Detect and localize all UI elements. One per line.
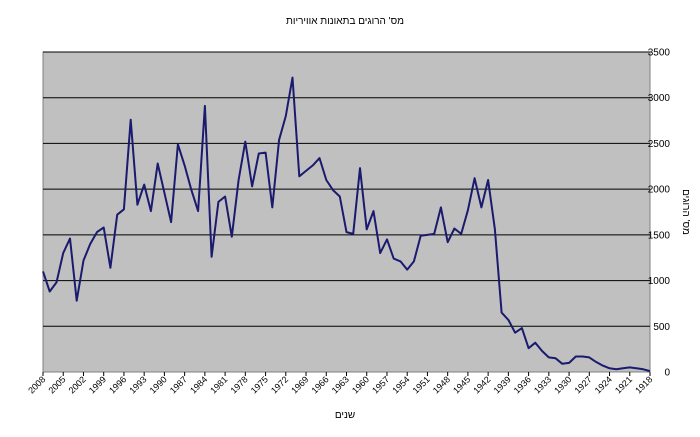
x-tick-label: 1930 — [552, 374, 573, 395]
x-tick-label: 1993 — [127, 374, 148, 395]
x-axis-label: שנים — [335, 410, 355, 421]
x-tick-label: 1966 — [309, 374, 330, 395]
y-tick-label: 0 — [664, 368, 670, 379]
x-tick-label: 1927 — [572, 374, 593, 395]
x-tick-label: 1951 — [411, 374, 432, 395]
y-axis-label: מס' הרוגים — [680, 189, 691, 235]
x-tick-label: 1942 — [471, 374, 492, 395]
x-tick-label: 1996 — [107, 374, 128, 395]
x-tick-label: 1948 — [431, 374, 452, 395]
x-tick-label: 1981 — [208, 374, 229, 395]
x-tick-label: 1978 — [229, 374, 250, 395]
x-tick-label: 1957 — [370, 374, 391, 395]
x-axis-tick-labels: 2008200520021999199619931990198719841981… — [26, 372, 654, 396]
y-tick-label: 2000 — [648, 185, 671, 196]
plot-area — [42, 51, 651, 373]
x-tick-label: 1921 — [613, 374, 634, 395]
x-tick-label: 1933 — [532, 374, 553, 395]
x-tick-label: 1945 — [451, 374, 472, 395]
y-tick-label: 2500 — [648, 139, 671, 150]
chart-title: מס' הרוגים בתאונות אוויריות — [286, 16, 404, 27]
x-tick-label: 1990 — [148, 374, 169, 395]
y-axis-tick-labels: 0 500 1000 1500 2000 2500 3000 3500 — [648, 48, 671, 379]
x-tick-label: 1975 — [249, 374, 270, 395]
x-tick-label: 1972 — [269, 374, 290, 395]
x-tick-label: 1936 — [512, 374, 533, 395]
x-tick-label: 1960 — [350, 374, 371, 395]
x-tick-label: 1969 — [289, 374, 310, 395]
x-tick-label: 1999 — [87, 374, 108, 395]
x-tick-label: 1987 — [168, 374, 189, 395]
y-tick-label: 3500 — [648, 48, 671, 59]
x-tick-label: 1939 — [492, 374, 513, 395]
y-tick-label: 3000 — [648, 93, 671, 104]
y-tick-label: 1500 — [648, 230, 671, 241]
series-line — [42, 76, 651, 373]
x-tick-label: 1963 — [330, 374, 351, 395]
y-tick-label: 1000 — [648, 276, 671, 287]
x-tick-label: 1918 — [633, 374, 654, 395]
gridlines — [43, 51, 650, 327]
x-tick-label: 1924 — [593, 374, 614, 395]
x-tick-label: 2005 — [46, 374, 67, 395]
x-tick-label: 1954 — [390, 374, 411, 395]
y-tick-label: 500 — [653, 322, 670, 333]
x-tick-label: 2008 — [26, 374, 47, 395]
x-tick-label: 1984 — [188, 374, 209, 395]
x-tick-label: 2002 — [67, 374, 88, 395]
